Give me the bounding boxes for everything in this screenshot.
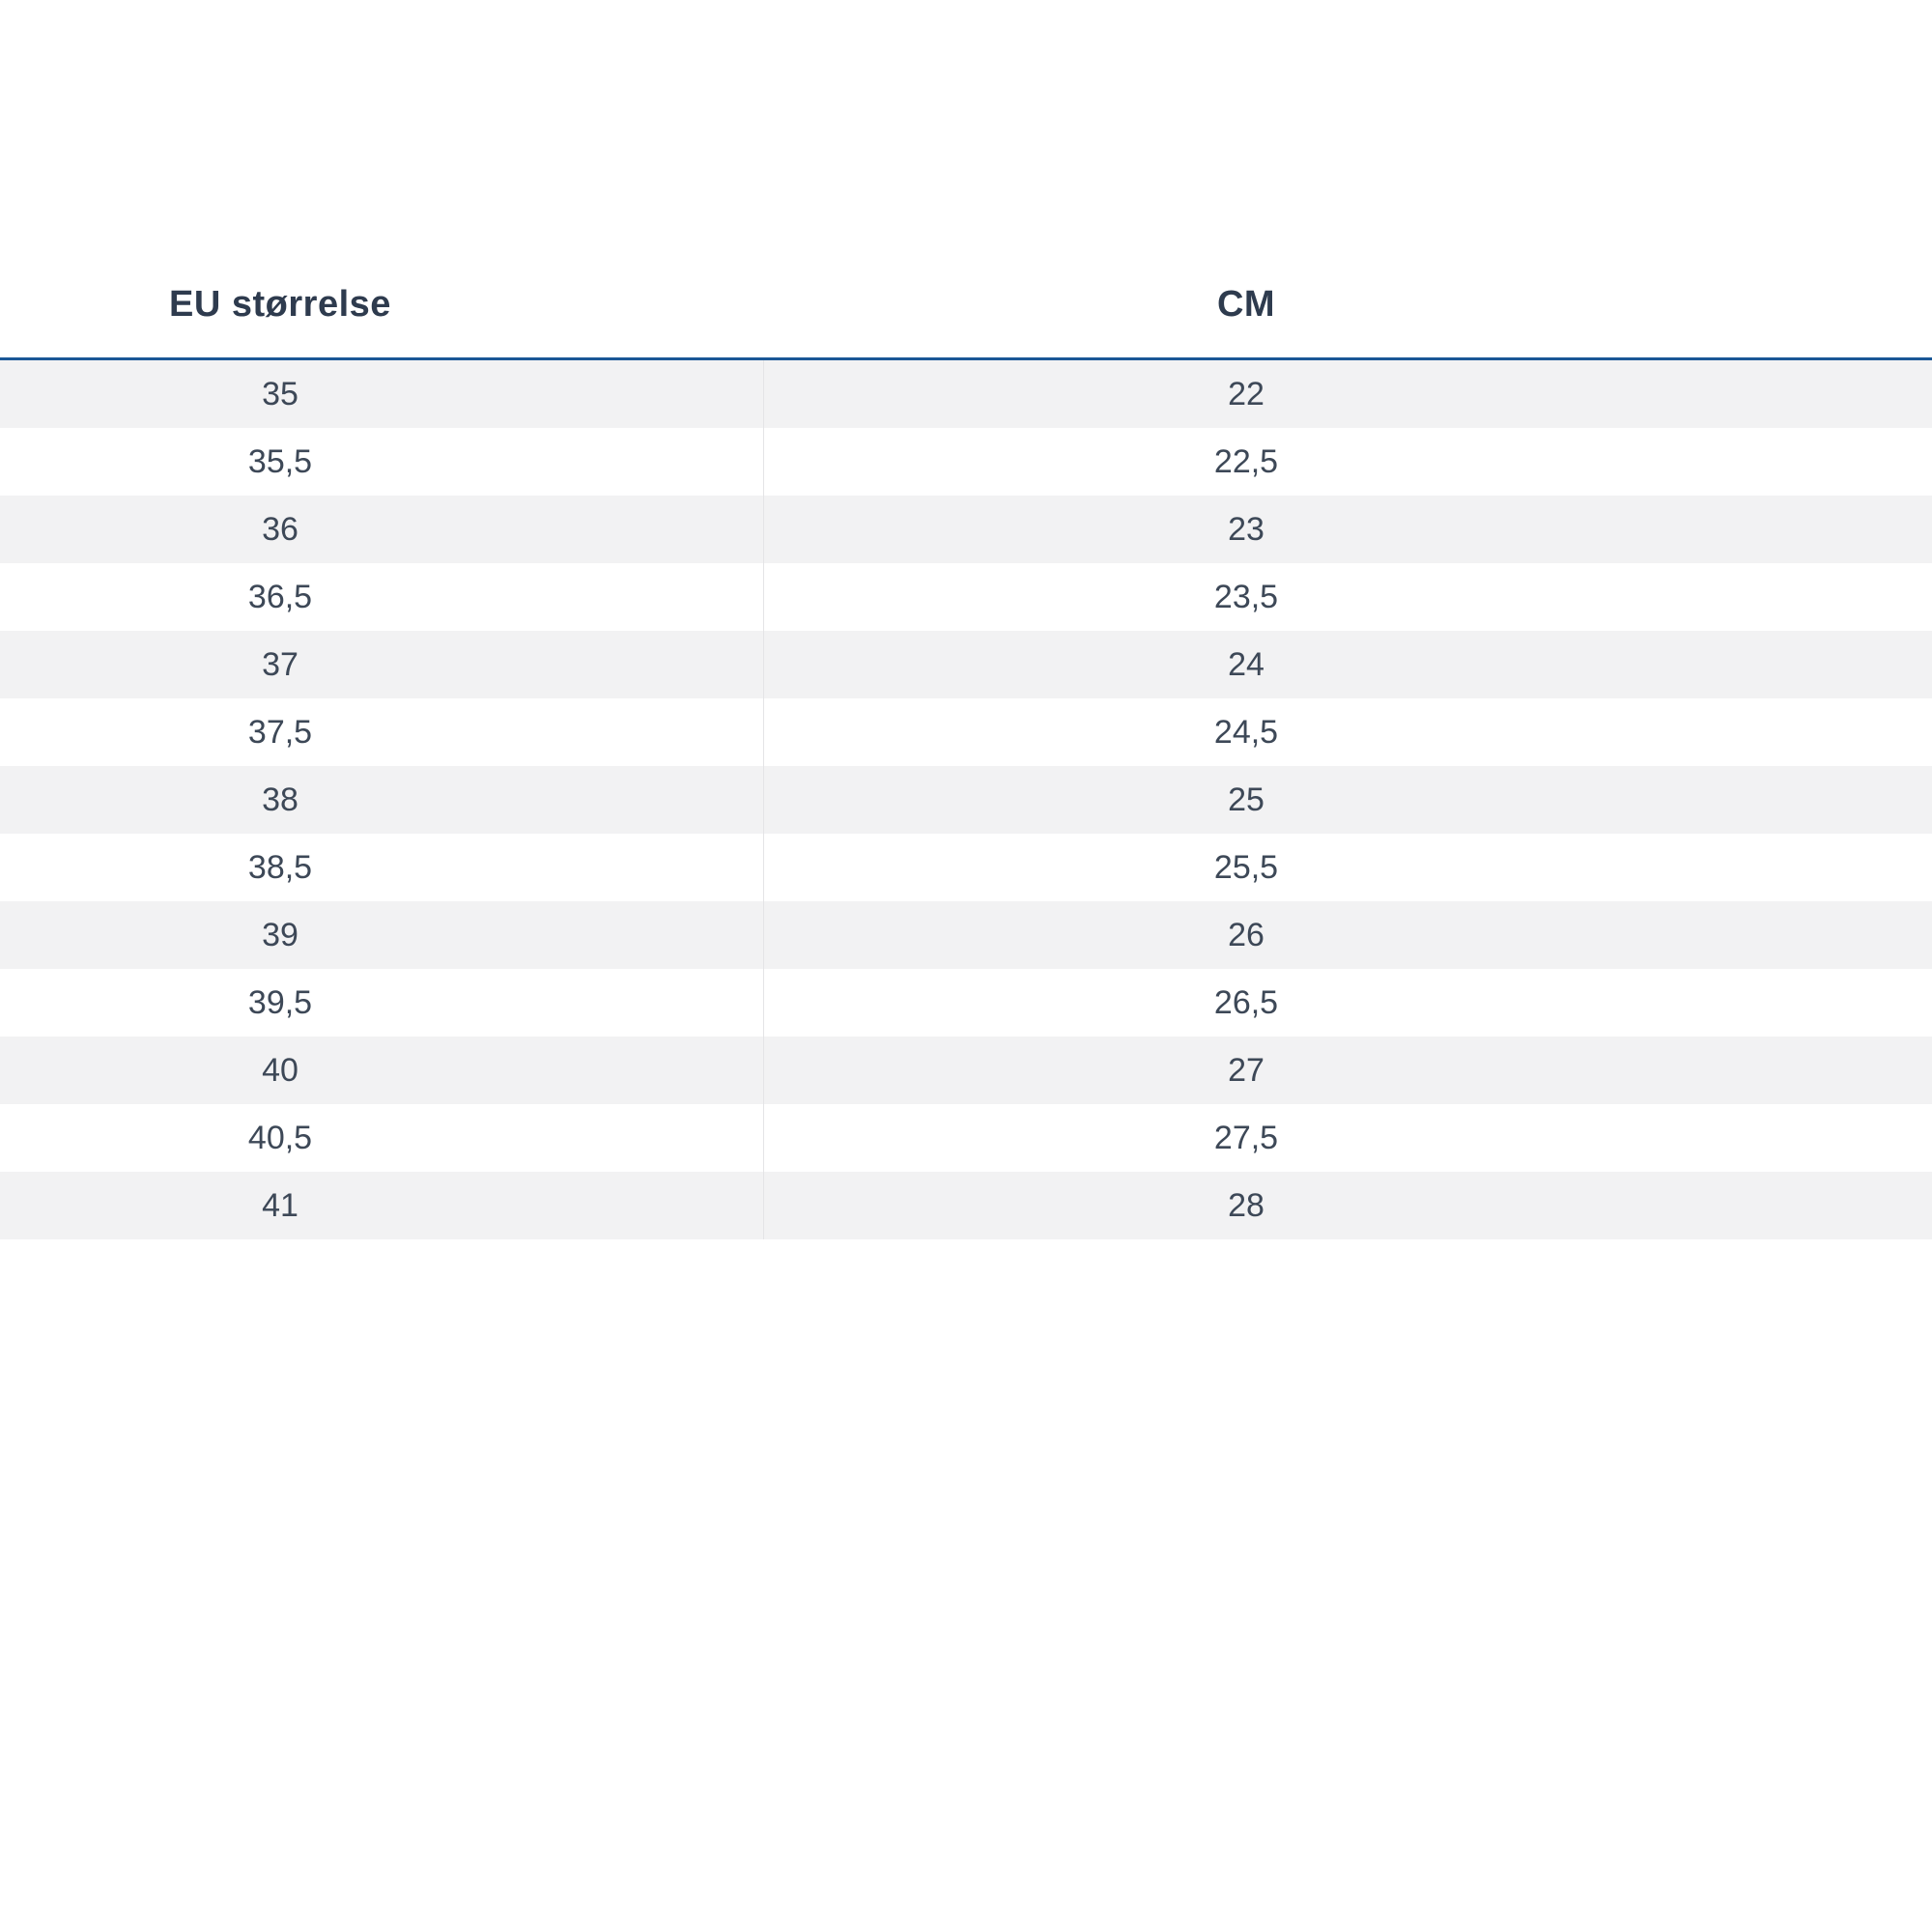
cm-cell: 23,5 — [1213, 578, 1279, 615]
cm-cell: 24 — [1228, 645, 1264, 683]
eu-size-cell: 37 — [262, 645, 298, 683]
cm-cell: 26 — [1228, 916, 1264, 953]
cm-cell: 23 — [1228, 510, 1264, 548]
cm-cell: 28 — [1228, 1186, 1264, 1224]
eu-size-cell: 35 — [262, 375, 298, 412]
cm-cell: 27,5 — [1213, 1119, 1279, 1156]
table-body: 35 22 35,5 22,5 36 23 36,5 23,5 37 24 37,5 24,5 38 25… — [0, 360, 1932, 1239]
table-row: 40,5 27,5 — [0, 1104, 1932, 1172]
table-row: 39,5 26,5 — [0, 969, 1932, 1037]
header-cm: CM — [1216, 283, 1276, 325]
table-row: 35 22 — [0, 360, 1932, 428]
table-row: 35,5 22,5 — [0, 428, 1932, 496]
cm-cell: 25 — [1228, 781, 1264, 818]
table-row: 41 28 — [0, 1172, 1932, 1239]
table-header-row: EU størrelse CM — [0, 251, 1932, 360]
eu-size-cell: 39 — [262, 916, 298, 953]
header-eu-size: EU størrelse — [169, 283, 391, 325]
table-row: 37,5 24,5 — [0, 698, 1932, 766]
eu-size-cell: 37,5 — [247, 713, 313, 751]
eu-size-cell: 38 — [262, 781, 298, 818]
cm-cell: 24,5 — [1213, 713, 1279, 751]
eu-size-cell: 36,5 — [247, 578, 313, 615]
size-conversion-table: EU størrelse CM 35 22 35,5 22,5 36 23 36,5 23,5… — [0, 251, 1932, 1239]
table-row: 39 26 — [0, 901, 1932, 969]
column-divider — [763, 360, 764, 1239]
eu-size-cell: 39,5 — [247, 983, 313, 1021]
table-row: 36,5 23,5 — [0, 563, 1932, 631]
cm-cell: 26,5 — [1213, 983, 1279, 1021]
eu-size-cell: 40 — [262, 1051, 298, 1089]
cm-cell: 27 — [1228, 1051, 1264, 1089]
eu-size-cell: 41 — [262, 1186, 298, 1224]
cm-cell: 25,5 — [1213, 848, 1279, 886]
table-row: 40 27 — [0, 1037, 1932, 1104]
eu-size-cell: 40,5 — [247, 1119, 313, 1156]
eu-size-cell: 36 — [262, 510, 298, 548]
cm-cell: 22,5 — [1213, 442, 1279, 480]
table-row: 38,5 25,5 — [0, 834, 1932, 901]
eu-size-cell: 35,5 — [247, 442, 313, 480]
table-row: 37 24 — [0, 631, 1932, 698]
table-row: 38 25 — [0, 766, 1932, 834]
cm-cell: 22 — [1228, 375, 1264, 412]
eu-size-cell: 38,5 — [247, 848, 313, 886]
table-row: 36 23 — [0, 496, 1932, 563]
